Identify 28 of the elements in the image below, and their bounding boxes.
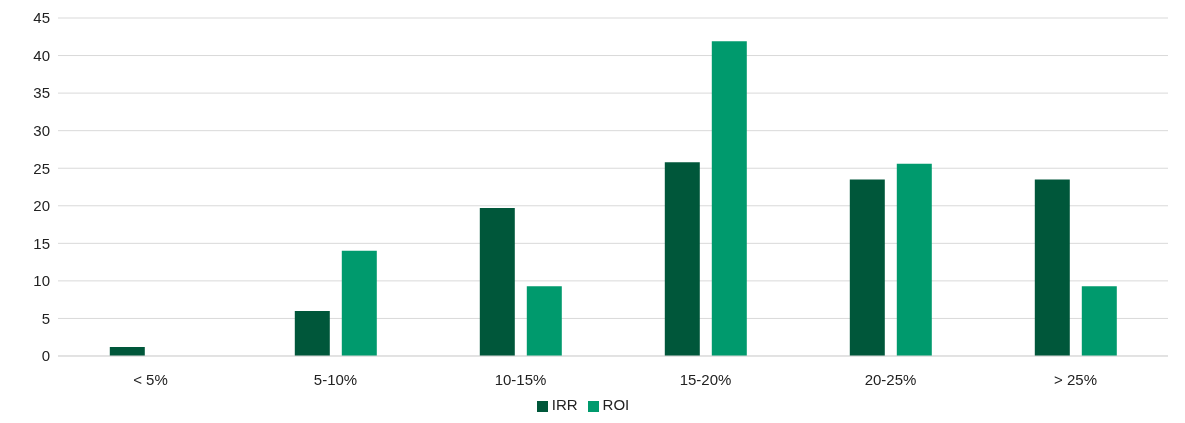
x-tick-label: > 25% (1054, 370, 1097, 388)
x-tick-label: 15-20% (679, 370, 732, 388)
bar (664, 162, 700, 356)
y-tick-label: 0 (41, 347, 50, 365)
bar (479, 208, 515, 356)
y-tick-label: 20 (33, 197, 50, 215)
legend-label: IRR (551, 396, 578, 413)
y-tick-label: 15 (33, 234, 50, 252)
bar (1034, 179, 1070, 356)
y-tick-label: 40 (33, 46, 50, 64)
bar (896, 163, 932, 356)
x-tick-label: 20-25% (864, 370, 917, 388)
y-tick-label: 30 (33, 121, 50, 139)
bar (711, 41, 747, 356)
y-tick-label: 5 (41, 309, 50, 327)
bar (1081, 286, 1117, 356)
bar (294, 310, 330, 356)
legend-label: ROI (602, 396, 630, 413)
bar (341, 250, 377, 356)
y-tick-label: 45 (33, 9, 50, 27)
x-tick-label: < 5% (133, 370, 168, 388)
y-tick-label: 25 (33, 159, 50, 177)
bar (526, 286, 562, 356)
x-tick-label: 5-10% (313, 370, 358, 388)
x-tick-label: 10-15% (494, 370, 547, 388)
bar (849, 179, 885, 356)
y-tick-label: 10 (33, 272, 50, 290)
y-tick-label: 35 (33, 84, 50, 102)
